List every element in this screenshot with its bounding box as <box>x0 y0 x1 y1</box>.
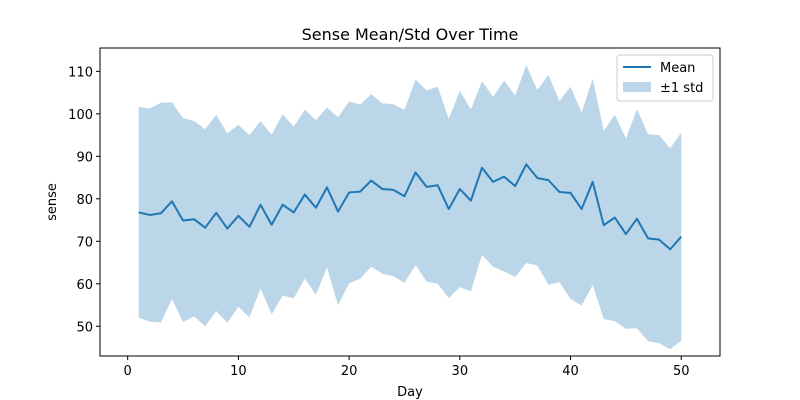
plot-area <box>138 64 683 350</box>
x-axis-label: Day <box>397 385 423 400</box>
y-axis: 50 60 70 80 90 100 110 <box>68 65 100 335</box>
y-tick-label: 90 <box>76 150 93 165</box>
y-tick-label: 50 <box>76 320 93 335</box>
chart-title: Sense Mean/Std Over Time <box>302 25 519 44</box>
x-tick-label: 0 <box>124 364 132 379</box>
x-axis: 0 10 20 30 40 50 <box>124 356 690 379</box>
x-tick-label: 10 <box>230 364 247 379</box>
y-tick-label: 60 <box>76 278 93 293</box>
x-tick-label: 40 <box>562 364 579 379</box>
plot-frame <box>99 47 721 357</box>
x-tick-label: 50 <box>673 364 690 379</box>
legend-std-swatch <box>623 82 651 92</box>
std-band <box>138 64 682 350</box>
y-tick-label: 110 <box>68 65 93 80</box>
y-tick-label: 70 <box>76 235 93 250</box>
y-tick-label: 80 <box>76 193 93 208</box>
mean-line <box>138 163 683 251</box>
y-tick-label: 100 <box>68 108 93 123</box>
legend-mean-label: Mean <box>660 61 695 76</box>
legend: Mean ±1 std <box>616 54 714 102</box>
x-tick-label: 30 <box>452 364 469 379</box>
y-axis-label: sense <box>45 183 60 221</box>
legend-std-label: ±1 std <box>660 81 703 96</box>
x-tick-label: 20 <box>341 364 358 379</box>
